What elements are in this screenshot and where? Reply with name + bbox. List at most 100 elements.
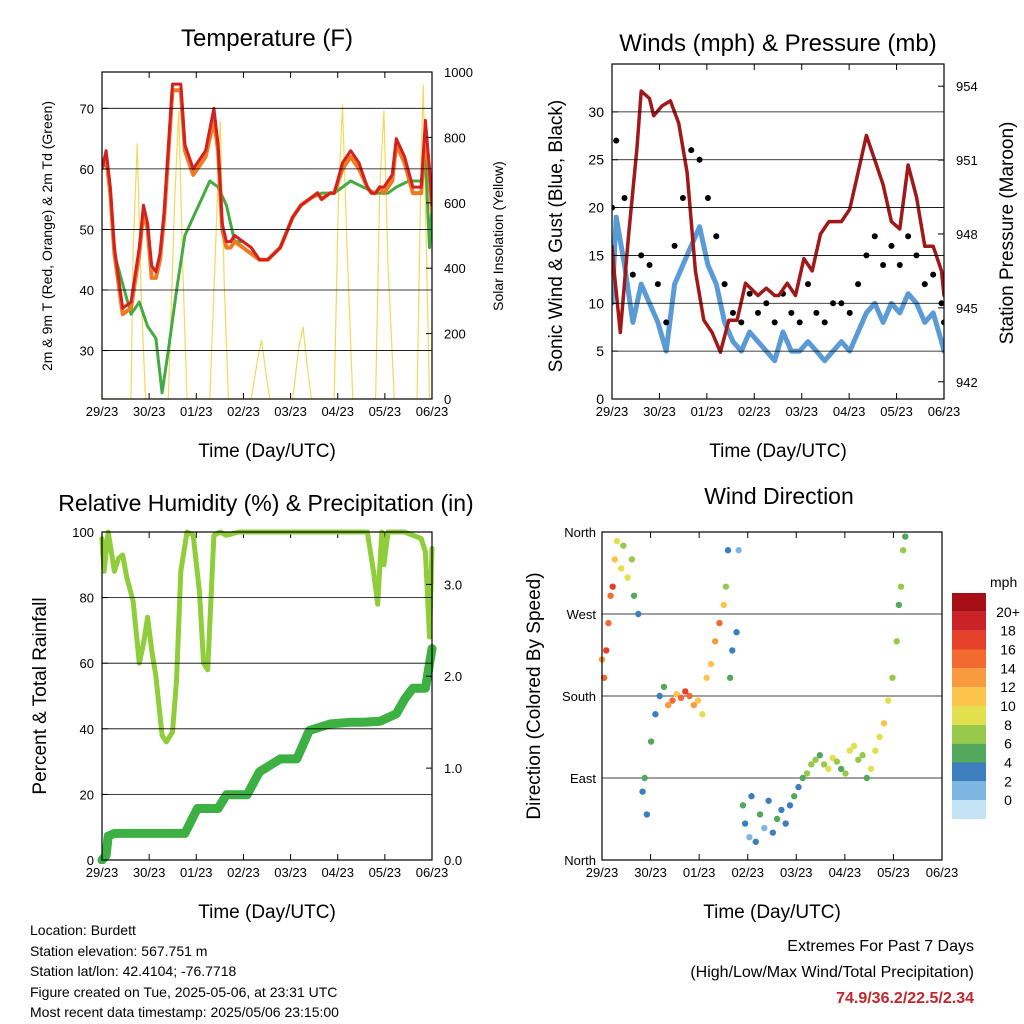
x-tick-label: 06/23 — [416, 404, 449, 419]
direction-point — [782, 820, 789, 827]
legend-label: 18 — [1000, 623, 1016, 639]
x-tick-label: 30/23 — [643, 404, 676, 419]
x-axis-label: Time (Day/UTC) — [703, 902, 841, 923]
gust-point — [654, 281, 661, 288]
direction-point — [893, 638, 900, 645]
y-right-tick-label: 948 — [956, 227, 978, 242]
direction-point — [682, 688, 689, 695]
gust-point — [613, 137, 620, 144]
direction-point — [748, 793, 755, 800]
station-elevation: Station elevation: 567.751 m — [30, 942, 208, 959]
extremes-box: Extremes For Past 7 Days (High/Low/Max W… — [690, 934, 974, 1012]
x-tick-label: 29/23 — [586, 865, 619, 880]
y-tick-label: South — [562, 689, 596, 704]
direction-point — [829, 754, 836, 762]
x-tick-label: 01/23 — [691, 404, 724, 419]
direction-point — [795, 783, 802, 791]
gust-point — [671, 242, 678, 249]
y-right-tick-label: 954 — [956, 79, 978, 94]
direction-point — [756, 811, 764, 818]
direction-point — [729, 647, 736, 654]
gust-point — [646, 262, 653, 268]
panel-title: Temperature (F) — [181, 25, 353, 52]
x-tick-label: 01/23 — [180, 865, 213, 880]
legend-swatch — [952, 593, 986, 612]
direction-point — [669, 697, 676, 704]
legend-label: 6 — [1004, 736, 1012, 752]
temp-2m-line — [102, 82, 432, 310]
y-tick-label: 0 — [87, 853, 94, 868]
legend-label: 12 — [1000, 679, 1016, 695]
direction-point — [660, 683, 668, 691]
y-axis-label: Sonic Wind & Gust (Blue, Black) — [546, 100, 567, 372]
direction-point — [603, 647, 610, 654]
direction-point — [720, 601, 727, 609]
y-tick-label: 40 — [80, 722, 94, 737]
x-tick-label: 29/23 — [86, 404, 119, 419]
y-tick-label: 15 — [588, 247, 604, 263]
direction-point — [833, 758, 841, 765]
direction-point — [902, 533, 909, 540]
direction-point — [607, 592, 614, 599]
direction-point — [694, 697, 702, 704]
gust-point — [896, 262, 903, 268]
x-tick-label: 03/23 — [274, 865, 307, 880]
extremes-title: Extremes For Past 7 Days — [787, 938, 974, 955]
x-tick-label: 29/23 — [596, 404, 629, 419]
x-tick-label: 30/23 — [133, 865, 166, 880]
direction-point — [647, 738, 655, 745]
gust-point — [729, 309, 736, 316]
direction-point — [786, 802, 794, 809]
direction-point — [867, 765, 875, 773]
gust-point — [754, 309, 761, 316]
direction-point — [842, 770, 849, 777]
gust-point — [788, 309, 795, 316]
direction-point — [773, 815, 781, 823]
direction-point — [799, 774, 806, 782]
direction-point — [643, 811, 651, 818]
y-tick-label: 30 — [80, 344, 94, 359]
y-tick-label: East — [570, 771, 596, 786]
y-axis-label-right: Station Pressure (Maroon) — [997, 122, 1018, 345]
y-tick-label: 40 — [80, 283, 94, 298]
panel-3: Relative Humidity (%) & Precipitation (i… — [30, 490, 474, 923]
legend-label: 14 — [1000, 660, 1016, 676]
x-tick-label: 02/23 — [731, 865, 764, 880]
direction-point — [884, 697, 892, 704]
y-right-tick-label: 600 — [444, 196, 466, 211]
direction-point — [628, 556, 636, 563]
precip-line — [97, 644, 437, 864]
station-info: Location: Burdett Station elevation: 567… — [30, 920, 339, 1023]
extremes-values: 74.9/36.2/22.5/2.34 — [836, 990, 974, 1007]
direction-point — [899, 547, 907, 554]
direction-point — [876, 733, 883, 741]
direction-point — [803, 770, 811, 777]
direction-point — [707, 660, 715, 668]
direction-point — [635, 610, 642, 618]
direction-point — [791, 793, 798, 800]
legend-label: 16 — [1000, 642, 1016, 658]
direction-point — [850, 742, 858, 750]
x-tick-label: 30/23 — [133, 404, 166, 419]
direction-point — [726, 674, 734, 681]
gust-point — [679, 195, 686, 201]
y-tick-label: 5 — [596, 343, 604, 359]
x-tick-label: 04/23 — [321, 865, 354, 880]
plot-frame — [601, 531, 943, 861]
direction-point — [889, 674, 896, 681]
direction-point — [733, 629, 740, 636]
y-tick-label: 70 — [80, 101, 94, 116]
panel-4: Wind Direction 29/23 30/23 01/23 02/23 03/23 0… — [524, 483, 1020, 923]
direction-point — [673, 690, 680, 698]
gust-point — [621, 195, 628, 201]
y-tick-label: 80 — [80, 591, 94, 606]
station-location: Location: Burdett — [30, 922, 136, 938]
solar-line — [102, 84, 432, 399]
direction-point — [837, 765, 845, 773]
station-latlon: Station lat/lon: 42.4104; -76.7718 — [30, 963, 237, 979]
gust-point — [805, 281, 812, 288]
gust-point — [738, 319, 745, 326]
y-axis-label: Percent & Total Rainfall — [30, 597, 51, 794]
latest-timestamp: Most recent data timestamp: 2025/05/06 2… — [30, 1004, 339, 1020]
pressure-line — [612, 89, 944, 354]
